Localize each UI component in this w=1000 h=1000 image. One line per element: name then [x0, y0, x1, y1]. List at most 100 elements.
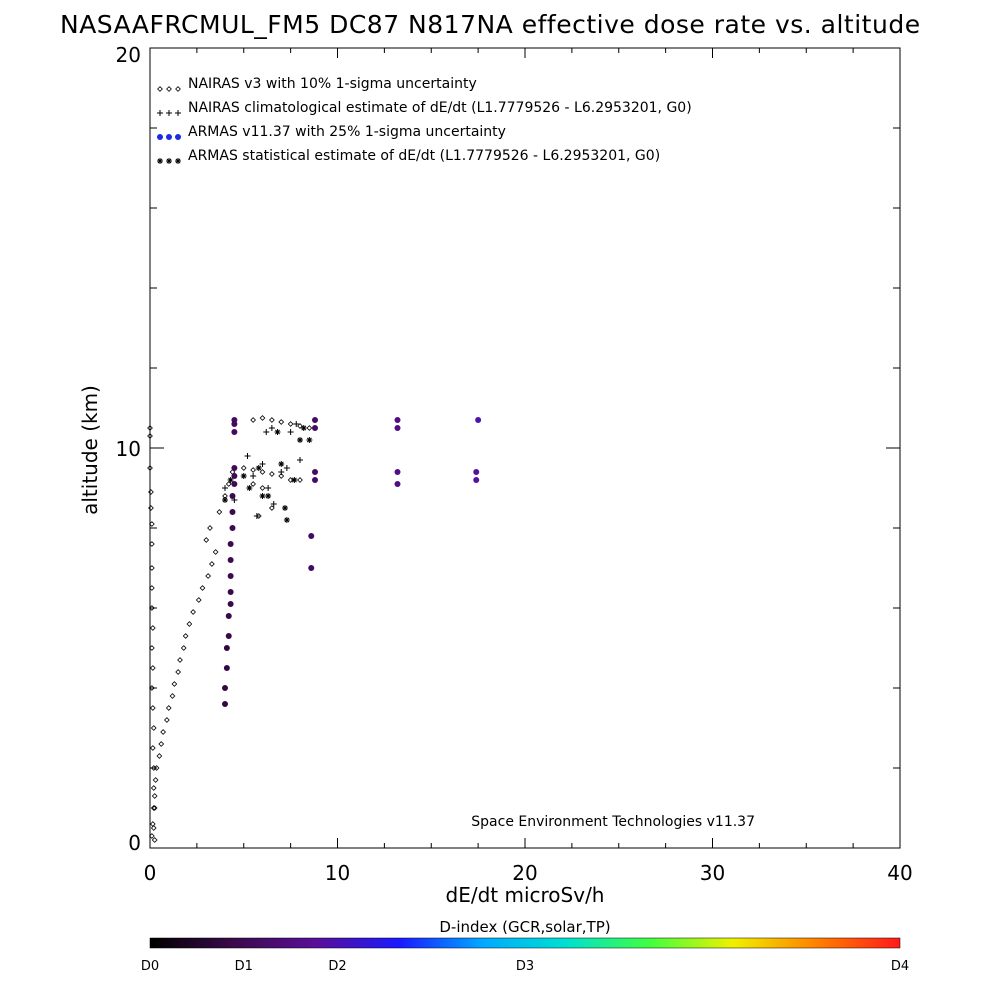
data-point-shape	[207, 525, 213, 531]
data-point	[195, 597, 202, 603]
data-point-shape	[394, 481, 401, 487]
y-tick-label: 10	[116, 437, 141, 461]
data-point	[225, 613, 232, 619]
data-point	[227, 589, 234, 595]
legend-label: NAIRAS climatological estimate of dE/dt …	[188, 100, 692, 116]
data-point	[165, 705, 172, 711]
legend-marker-glyph	[175, 134, 181, 140]
data-point	[255, 465, 262, 471]
series-asterisk	[222, 425, 313, 523]
data-point-shape	[147, 465, 153, 471]
data-point-shape	[212, 549, 219, 555]
data-point	[160, 729, 166, 735]
data-point	[147, 425, 153, 431]
data-point-shape	[394, 417, 401, 423]
data-point-shape	[229, 493, 236, 499]
data-point-shape	[223, 645, 230, 651]
data-point-shape	[147, 425, 153, 431]
data-point	[148, 505, 154, 511]
data-point-shape	[259, 493, 266, 499]
data-point-shape	[259, 469, 266, 475]
data-point-shape	[231, 473, 238, 479]
data-point	[150, 725, 157, 731]
data-point	[150, 765, 157, 771]
data-point-shape	[151, 805, 158, 811]
data-point	[149, 565, 155, 571]
data-point	[269, 505, 275, 511]
data-point	[308, 565, 315, 571]
data-point	[287, 429, 294, 435]
data-point-shape	[164, 717, 170, 723]
data-point-shape	[308, 533, 315, 539]
data-point-shape	[297, 423, 303, 429]
data-point	[147, 465, 153, 471]
x-tick-label: 0	[144, 861, 157, 885]
data-point	[240, 473, 247, 479]
data-point-shape	[180, 645, 187, 651]
data-point-shape	[278, 469, 285, 475]
data-point	[199, 585, 206, 591]
data-point	[250, 467, 256, 473]
data-point	[149, 645, 155, 651]
data-point-shape	[150, 765, 157, 771]
data-point	[240, 465, 247, 471]
data-point	[282, 505, 288, 511]
data-point-shape	[149, 605, 155, 611]
data-point	[278, 461, 285, 467]
data-point-shape	[229, 509, 236, 515]
legend-label: NAIRAS v3 with 10% 1-sigma uncertainty	[188, 76, 477, 92]
data-point	[223, 665, 230, 671]
data-point-shape	[268, 425, 275, 431]
data-point	[270, 501, 277, 507]
data-point	[293, 421, 300, 427]
data-point-shape	[229, 525, 236, 531]
legend-marker-glyph	[157, 110, 163, 116]
chart-title: NASAAFRCMUL_FM5 DC87 N817NA effective do…	[60, 10, 921, 39]
data-point-shape	[222, 701, 228, 707]
data-point	[149, 705, 156, 711]
data-point-shape	[227, 541, 234, 547]
data-point-shape	[287, 421, 294, 427]
data-point	[297, 457, 303, 463]
colorbar-label: D1	[235, 959, 253, 974]
data-point-shape	[186, 621, 193, 627]
data-point-shape	[231, 465, 238, 471]
data-point	[231, 473, 238, 479]
data-point-shape	[259, 415, 266, 421]
data-point	[306, 437, 313, 443]
data-point-shape	[149, 705, 156, 711]
data-marks	[147, 415, 482, 843]
data-point	[182, 633, 189, 639]
data-point-shape	[165, 705, 172, 711]
data-point	[297, 437, 303, 443]
data-point-shape	[149, 745, 156, 751]
colorbar-label: D2	[328, 959, 346, 974]
data-point-shape	[244, 453, 251, 459]
legend-label: ARMAS v11.37 with 25% 1-sigma uncertaint…	[188, 124, 506, 140]
data-point-shape	[265, 485, 272, 491]
legend-marker-glyph-shape	[166, 158, 172, 164]
x-tick-label: 10	[325, 861, 350, 885]
data-point-shape	[282, 505, 288, 511]
data-point-shape	[270, 501, 277, 507]
data-point	[227, 573, 234, 579]
data-point	[291, 477, 298, 483]
axis-ticks: 0 10 20 30 40 0 10 20	[116, 43, 913, 885]
legend-marker-glyph	[157, 158, 163, 164]
data-point	[227, 477, 234, 483]
legend-marker-glyph	[175, 86, 181, 92]
data-point-shape	[300, 425, 307, 431]
data-point-shape	[231, 417, 238, 423]
data-point	[278, 419, 285, 425]
colorbar-label: D3	[516, 959, 534, 974]
data-point-shape	[269, 471, 275, 477]
data-point	[473, 469, 480, 475]
data-point	[171, 681, 178, 687]
legend-marker-glyph-shape	[157, 158, 163, 164]
legend-marker-glyph-shape	[157, 86, 163, 92]
data-point	[312, 417, 318, 423]
legend: NAIRAS v3 with 10% 1-sigma uncertainty NA…	[157, 76, 692, 164]
data-point-shape	[227, 557, 234, 563]
data-point	[147, 433, 153, 439]
data-point-shape	[199, 585, 206, 591]
